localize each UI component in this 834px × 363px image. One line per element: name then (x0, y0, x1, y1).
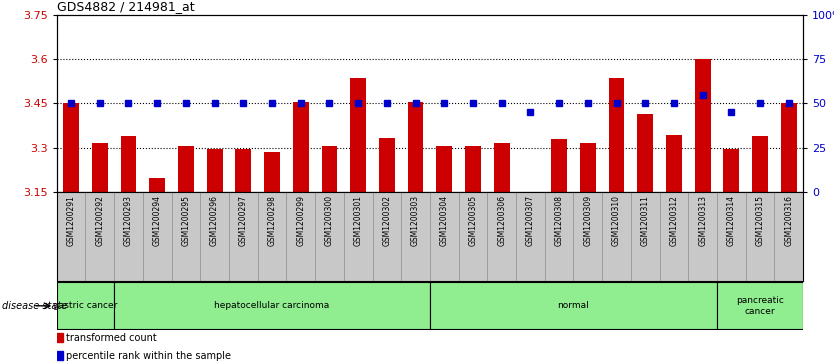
Bar (436, 146, 452, 192)
Bar (695, 59, 711, 192)
Bar (200, 192, 229, 281)
Text: GSM1200315: GSM1200315 (756, 195, 765, 246)
Bar (752, 136, 768, 192)
Bar (92, 143, 108, 192)
Text: GSM1200292: GSM1200292 (95, 195, 104, 246)
Bar (57, 282, 114, 329)
Bar (315, 192, 344, 281)
Text: pancreatic
cancer: pancreatic cancer (736, 296, 784, 315)
Text: GSM1200307: GSM1200307 (526, 195, 535, 246)
Bar (717, 192, 746, 281)
Bar (379, 138, 394, 192)
Bar (487, 192, 516, 281)
Text: GSM1200298: GSM1200298 (268, 195, 277, 246)
Bar (57, 351, 63, 360)
Text: hepatocellular carcinoma: hepatocellular carcinoma (214, 301, 329, 310)
Text: GSM1200305: GSM1200305 (469, 195, 478, 246)
Bar (551, 139, 567, 192)
Bar (408, 102, 424, 192)
Bar (430, 192, 459, 281)
Text: GSM1200304: GSM1200304 (440, 195, 449, 246)
Bar (207, 150, 223, 192)
Bar (660, 192, 688, 281)
Text: GSM1200296: GSM1200296 (210, 195, 219, 246)
Bar (143, 192, 172, 281)
Text: GSM1200302: GSM1200302 (382, 195, 391, 246)
Bar (609, 78, 625, 192)
Bar (121, 136, 137, 192)
Text: GSM1200299: GSM1200299 (296, 195, 305, 246)
Text: GSM1200295: GSM1200295 (182, 195, 190, 246)
Text: GSM1200306: GSM1200306 (497, 195, 506, 246)
Bar (293, 102, 309, 192)
Text: GSM1200310: GSM1200310 (612, 195, 621, 246)
Text: GSM1200293: GSM1200293 (124, 195, 133, 246)
Bar (172, 192, 200, 281)
Text: transformed count: transformed count (66, 333, 157, 343)
Text: GSM1200303: GSM1200303 (411, 195, 420, 246)
Bar (723, 150, 739, 192)
Text: GSM1200313: GSM1200313 (698, 195, 707, 246)
Bar (322, 146, 337, 192)
Bar (57, 333, 63, 342)
Text: GSM1200311: GSM1200311 (641, 195, 650, 246)
Text: GSM1200294: GSM1200294 (153, 195, 162, 246)
Text: GSM1200316: GSM1200316 (784, 195, 793, 246)
Text: GSM1200297: GSM1200297 (239, 195, 248, 246)
Text: GSM1200309: GSM1200309 (583, 195, 592, 246)
Bar (350, 78, 366, 192)
Bar (286, 192, 315, 281)
Bar (344, 192, 373, 281)
Bar (545, 192, 574, 281)
Bar (746, 192, 775, 281)
Bar (57, 192, 85, 281)
Bar (516, 192, 545, 281)
Text: percentile rank within the sample: percentile rank within the sample (66, 351, 231, 361)
Bar (85, 192, 114, 281)
Bar (666, 135, 682, 192)
Text: gastric cancer: gastric cancer (53, 301, 118, 310)
Bar (430, 282, 717, 329)
Bar (637, 114, 653, 192)
Bar (373, 192, 401, 281)
Bar (465, 146, 481, 192)
Bar (717, 282, 803, 329)
Bar (149, 178, 165, 192)
Text: disease state: disease state (2, 301, 67, 311)
Bar (229, 192, 258, 281)
Text: GSM1200312: GSM1200312 (670, 195, 678, 246)
Bar (178, 146, 193, 192)
Bar (459, 192, 487, 281)
Bar (775, 192, 803, 281)
Bar (781, 103, 796, 192)
Bar (258, 192, 286, 281)
Bar (631, 192, 660, 281)
Bar (114, 192, 143, 281)
Bar (602, 192, 631, 281)
Bar (688, 192, 717, 281)
Bar (401, 192, 430, 281)
Text: normal: normal (558, 301, 590, 310)
Text: GSM1200291: GSM1200291 (67, 195, 76, 246)
Bar (574, 192, 602, 281)
Bar (63, 103, 79, 192)
Bar (494, 143, 510, 192)
Bar (235, 150, 251, 192)
Bar (580, 143, 595, 192)
Text: GDS4882 / 214981_at: GDS4882 / 214981_at (57, 0, 194, 13)
Text: GSM1200301: GSM1200301 (354, 195, 363, 246)
Bar (264, 152, 280, 192)
Bar (114, 282, 430, 329)
Text: GSM1200300: GSM1200300 (325, 195, 334, 246)
Text: GSM1200308: GSM1200308 (555, 195, 564, 246)
Text: GSM1200314: GSM1200314 (727, 195, 736, 246)
